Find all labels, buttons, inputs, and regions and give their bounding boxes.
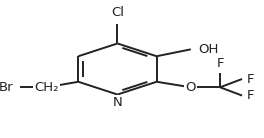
Text: CH₂: CH₂ xyxy=(34,81,59,94)
Text: Br: Br xyxy=(0,81,14,94)
Text: F: F xyxy=(216,57,224,70)
Text: OH: OH xyxy=(198,43,219,56)
Text: Cl: Cl xyxy=(111,6,124,19)
Text: N: N xyxy=(112,96,122,109)
Text: O: O xyxy=(186,81,196,94)
Text: F: F xyxy=(247,89,254,102)
Text: F: F xyxy=(247,72,254,86)
